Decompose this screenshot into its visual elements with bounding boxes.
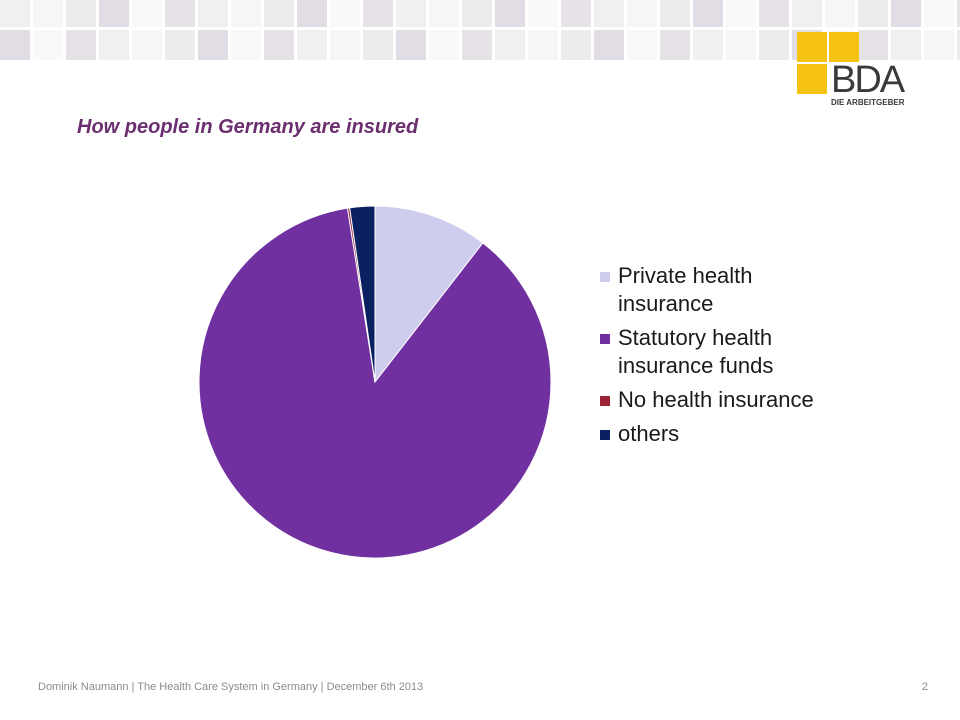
decor-tile xyxy=(297,30,327,60)
decor-tile xyxy=(495,0,525,27)
decor-tile xyxy=(462,30,492,60)
decorative-tile-strip xyxy=(0,0,960,60)
decor-tile xyxy=(396,0,426,27)
decor-tile xyxy=(924,0,954,27)
bda-logo: BDA DIE ARBEITGEBER xyxy=(797,32,909,112)
decor-tile xyxy=(891,0,921,27)
logo-square xyxy=(829,32,859,62)
decor-tile xyxy=(165,30,195,60)
legend-swatch xyxy=(600,334,610,344)
decor-tile xyxy=(924,30,954,60)
decor-tile xyxy=(825,0,855,27)
legend-label: Private health insurance xyxy=(618,263,753,316)
decor-tile xyxy=(198,30,228,60)
legend-item: No health insurance xyxy=(598,386,838,414)
decor-tile xyxy=(627,30,657,60)
decor-tile xyxy=(66,0,96,27)
pie-slice-statutory-health-insurance-funds xyxy=(198,207,552,559)
decor-tile xyxy=(528,0,558,27)
legend-swatch xyxy=(600,430,610,440)
decor-tile xyxy=(363,30,393,60)
decor-tile xyxy=(660,30,690,60)
decor-tile xyxy=(759,0,789,27)
decor-tile xyxy=(99,30,129,60)
decor-tile xyxy=(198,0,228,27)
logo-text: BDA xyxy=(831,59,905,101)
legend-label: others xyxy=(618,421,680,446)
decor-tile xyxy=(858,0,888,27)
logo-square xyxy=(797,64,827,94)
decor-tile xyxy=(726,0,756,27)
legend-swatch xyxy=(600,272,610,282)
decor-tile xyxy=(0,30,30,60)
decor-tile xyxy=(726,30,756,60)
decor-tile xyxy=(33,0,63,27)
legend-label: Statutory health insurance funds xyxy=(618,325,774,378)
decor-tile xyxy=(561,30,591,60)
decor-tile xyxy=(561,0,591,27)
decor-tile xyxy=(330,30,360,60)
decor-tile xyxy=(759,30,789,60)
legend-item: Private health insurance xyxy=(598,262,838,318)
decor-tile xyxy=(363,0,393,27)
decor-tile xyxy=(99,0,129,27)
decor-tile xyxy=(858,30,888,60)
chart-legend: Private health insurance Statutory health… xyxy=(598,262,838,454)
decor-tile xyxy=(594,30,624,60)
logo-subtext: DIE ARBEITGEBER xyxy=(831,98,905,107)
decor-tile xyxy=(429,0,459,27)
decor-tile xyxy=(957,0,960,27)
decor-tile xyxy=(660,0,690,27)
legend-item: others xyxy=(598,420,838,448)
decor-tile xyxy=(693,30,723,60)
decor-tile xyxy=(264,30,294,60)
decor-tile xyxy=(231,30,261,60)
legend-label: No health insurance xyxy=(618,387,814,412)
decor-tile xyxy=(627,0,657,27)
decor-tile xyxy=(0,0,30,27)
decor-tile xyxy=(330,0,360,27)
page-number: 2 xyxy=(921,681,928,693)
legend-swatch xyxy=(600,396,610,406)
decor-tile xyxy=(33,30,63,60)
decor-tile xyxy=(264,0,294,27)
decor-tile xyxy=(594,0,624,27)
decor-tile xyxy=(297,0,327,27)
slide-title: How people in Germany are insured xyxy=(77,116,419,138)
pie-slice-others xyxy=(349,205,376,383)
pie-slice-private-health-insurance xyxy=(374,205,484,384)
decor-tile xyxy=(792,0,822,27)
decor-tile xyxy=(396,30,426,60)
decor-tile xyxy=(66,30,96,60)
decor-tile xyxy=(891,30,921,60)
decor-tile xyxy=(231,0,261,27)
decor-tile xyxy=(495,30,525,60)
decor-tile xyxy=(132,30,162,60)
decor-tile xyxy=(693,0,723,27)
footer-text: Dominik Naumann | The Health Care System… xyxy=(38,681,424,693)
logo-square xyxy=(797,32,827,62)
pie-chart xyxy=(198,205,552,559)
legend-item: Statutory health insurance funds xyxy=(598,324,838,380)
decor-tile xyxy=(429,30,459,60)
decor-tile xyxy=(462,0,492,27)
decor-tile xyxy=(528,30,558,60)
decor-tile xyxy=(132,0,162,27)
decor-tile xyxy=(165,0,195,27)
decor-tile xyxy=(957,30,960,60)
